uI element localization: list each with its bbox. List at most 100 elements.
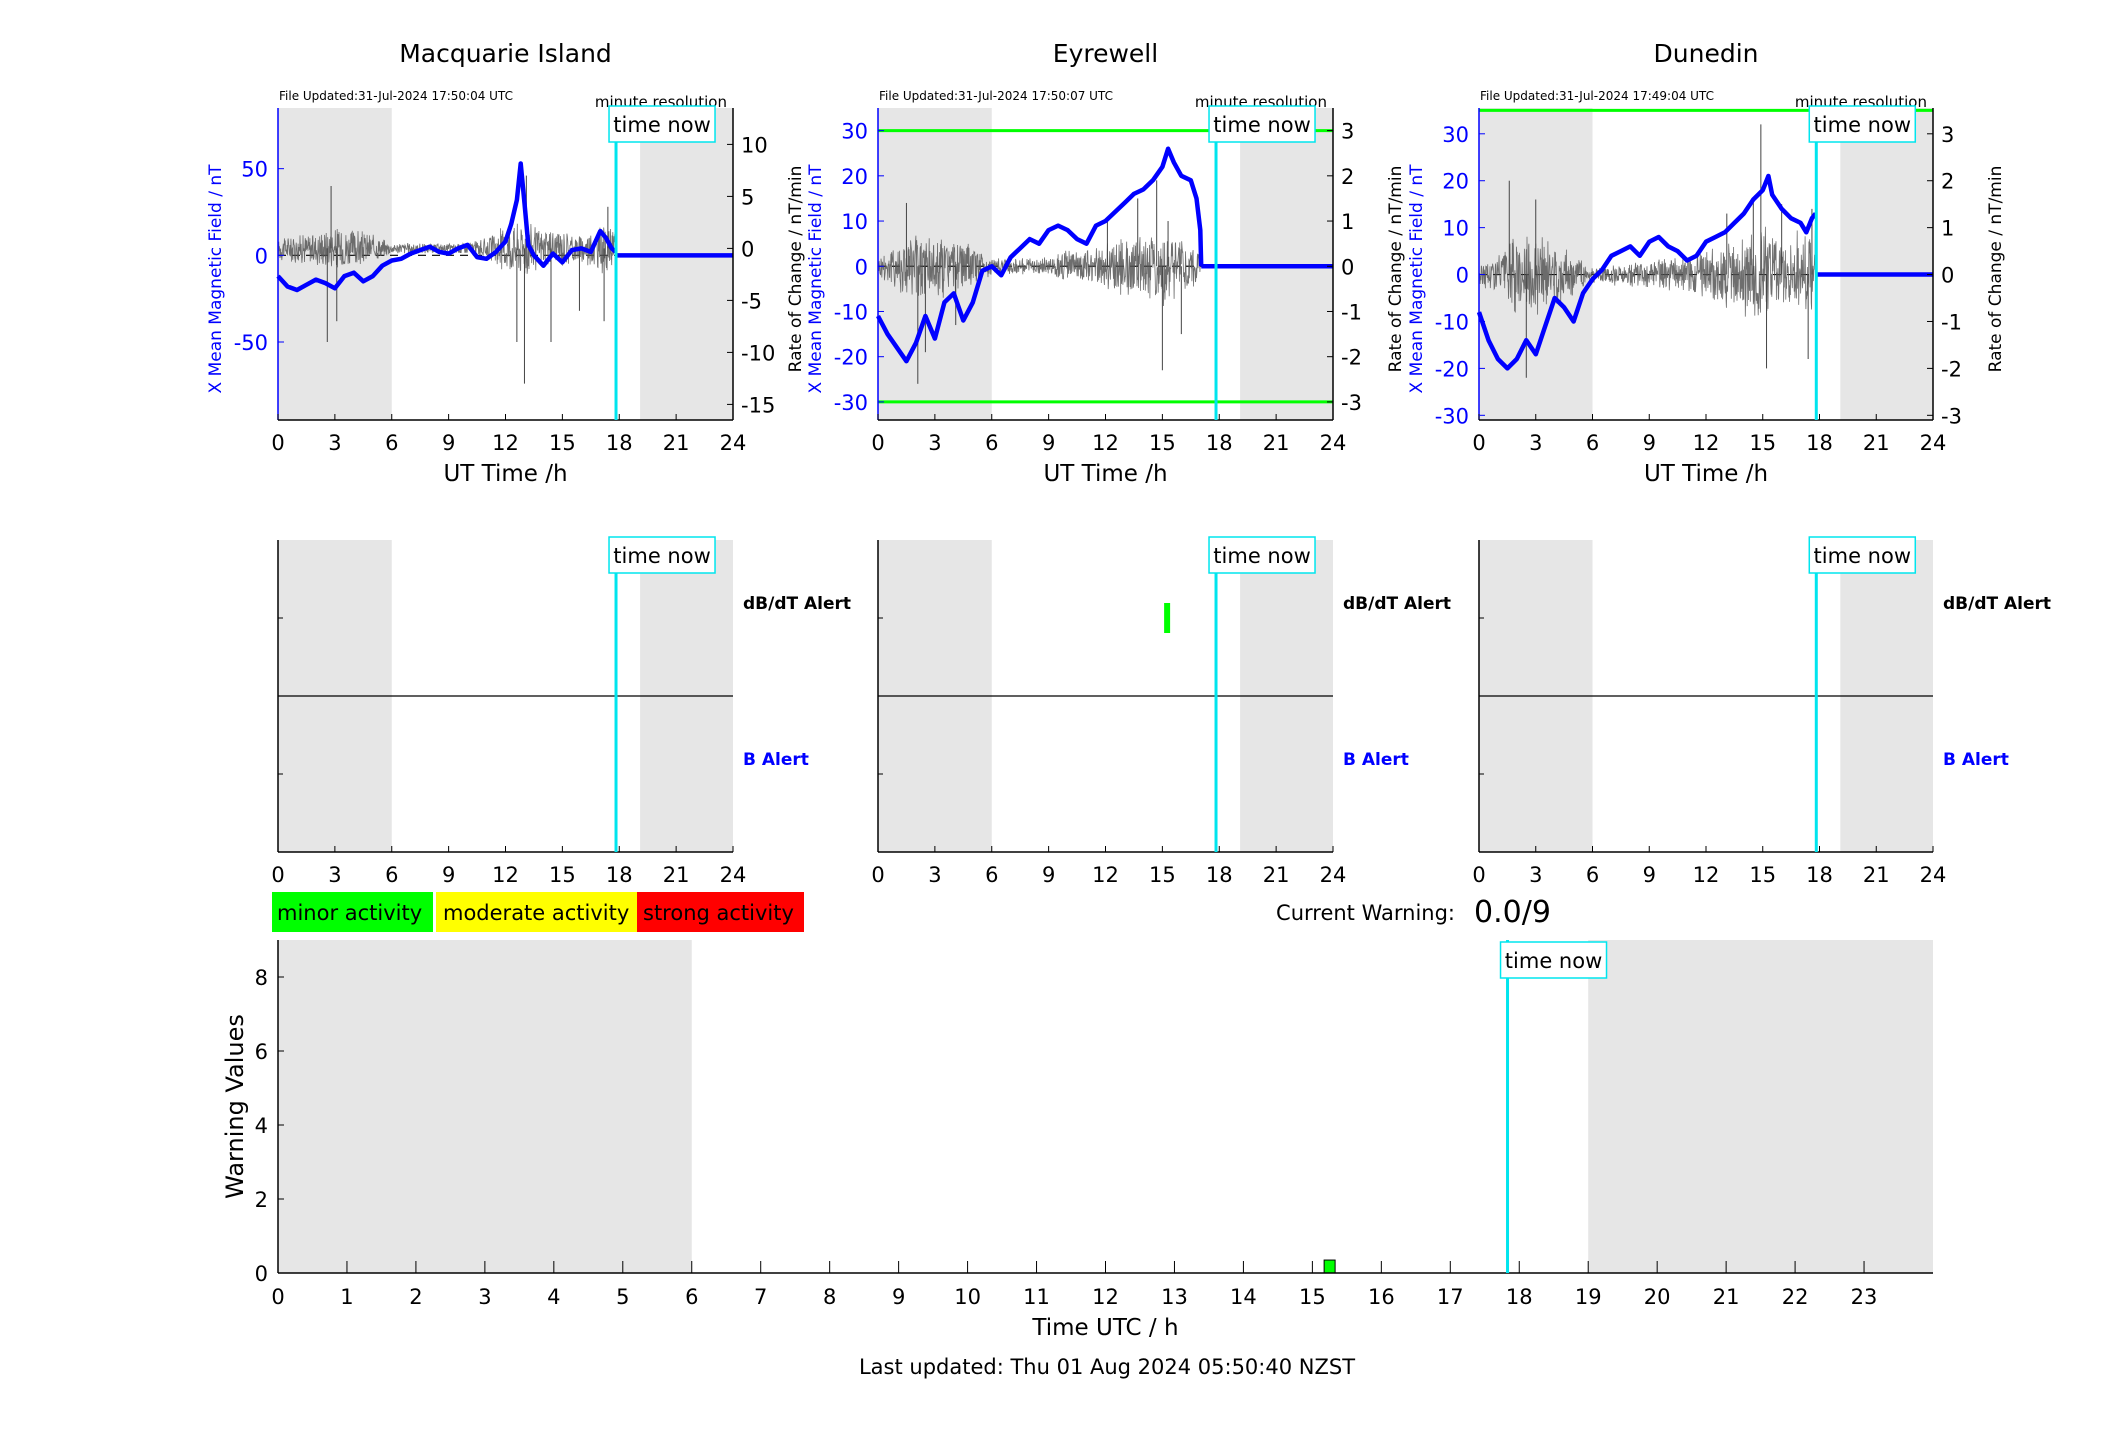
x-tick-label: 18 [1806, 863, 1833, 887]
y-left-tick-label: 10 [1442, 217, 1469, 241]
x-tick-label: 17 [1437, 1285, 1464, 1309]
x-tick-label: 6 [385, 431, 398, 455]
x-tick-label: 16 [1368, 1285, 1395, 1309]
x-tick-label: 0 [271, 1285, 284, 1309]
field-panel-3: Dunedin File Updated:31-Jul-2024 17:49:04… [1407, 39, 2006, 487]
x-tick-label: 10 [954, 1285, 981, 1309]
y-right-tick-label: 3 [1941, 123, 1954, 147]
y-right-tick-label: 2 [1941, 170, 1954, 194]
x-tick-label: 15 [549, 431, 576, 455]
x-tick-label: 18 [1206, 431, 1233, 455]
x-tick-label: 15 [1749, 863, 1776, 887]
x-tick-label: 5 [616, 1285, 629, 1309]
alert-time-now-box [608, 536, 716, 574]
x-tick-label: 0 [871, 863, 884, 887]
y-left-tick-label: -30 [1435, 404, 1469, 428]
y-left-tick-label: -50 [234, 331, 268, 355]
y-left-tick-label: 0 [1456, 264, 1469, 288]
x-tick-label: 12 [492, 431, 519, 455]
current-warning-label: Current Warning: [1276, 901, 1455, 925]
x-tick-label: 3 [928, 863, 941, 887]
field-time-now-box [608, 105, 716, 143]
x-tick-label: 21 [663, 431, 690, 455]
station-title: Eyrewell [1053, 39, 1158, 68]
x-tick-label: 22 [1782, 1285, 1809, 1309]
rate-of-change-line [1478, 226, 1817, 317]
x-tick-label: 21 [1263, 863, 1290, 887]
y-right-tick-label: -2 [1941, 357, 1962, 381]
x-tick-label: 21 [1863, 431, 1890, 455]
legend-minor-label: minor activity [277, 901, 422, 925]
night-shade [278, 940, 692, 1273]
x-tick-label: 3 [478, 1285, 491, 1309]
y-right-tick-label: 0 [1941, 264, 1954, 288]
y-tick-label: 0 [255, 1262, 268, 1286]
x-tick-label: 21 [1863, 863, 1890, 887]
x-tick-label: 0 [1472, 431, 1485, 455]
x-tick-label: 6 [985, 863, 998, 887]
x-axis-label: UT Time /h [1043, 461, 1167, 487]
y-right-tick-label: 0 [1341, 255, 1354, 279]
y-right-tick-label: -1 [1941, 310, 1962, 334]
x-tick-label: 21 [1713, 1285, 1740, 1309]
x-tick-label: 9 [1042, 431, 1055, 455]
y-right-tick-label: -10 [741, 341, 775, 365]
y-left-tick-label: 30 [841, 120, 868, 144]
y-right-tick-label: -3 [1941, 404, 1962, 428]
x-tick-label: 18 [1806, 431, 1833, 455]
legend-strong-label: strong activity [643, 901, 794, 925]
x-tick-label: 24 [1320, 863, 1347, 887]
x-tick-label: 4 [547, 1285, 560, 1309]
y-left-tick-label: 30 [1442, 123, 1469, 147]
x-tick-label: 12 [1693, 863, 1720, 887]
x-tick-label: 6 [1586, 431, 1599, 455]
x-tick-label: 18 [606, 431, 633, 455]
y-right-axis-label: Rate of Change / nT/min [1986, 166, 2006, 373]
y-left-tick-label: -10 [834, 300, 868, 324]
x-tick-label: 15 [1299, 1285, 1326, 1309]
warning-time-now-box [1499, 941, 1608, 979]
x-tick-label: 8 [823, 1285, 836, 1309]
x-tick-label: 14 [1230, 1285, 1257, 1309]
y-right-axis-label: Rate of Change / nT/min [786, 166, 806, 373]
dbdt-alert-mark [1164, 603, 1171, 633]
alert-time-now-box [1808, 536, 1917, 574]
station-title: Dunedin [1654, 39, 1759, 68]
b-alert-label: B Alert [743, 750, 809, 770]
field-time-now-box [1208, 105, 1316, 143]
y-right-tick-label: 1 [1941, 217, 1954, 241]
x-tick-label: 20 [1644, 1285, 1671, 1309]
y-right-tick-label: 2 [1341, 165, 1354, 189]
night-shade [640, 108, 733, 420]
y-left-tick-label: 0 [255, 244, 268, 268]
x-tick-label: 3 [1529, 863, 1542, 887]
x-tick-label: 12 [1092, 1285, 1119, 1309]
x-tick-label: 24 [1320, 431, 1347, 455]
rate-of-change-line [277, 223, 616, 274]
y-right-axis-label: Rate of Change / nT/min [1386, 166, 1406, 373]
x-tick-label: 9 [892, 1285, 905, 1309]
x-tick-label: 15 [1149, 863, 1176, 887]
x-tick-label: 6 [985, 431, 998, 455]
y-right-tick-label: -1 [1341, 300, 1362, 324]
file-updated: File Updated:31-Jul-2024 17:49:04 UTC [1480, 89, 1714, 103]
x-tick-label: 12 [492, 863, 519, 887]
x-tick-label: 9 [442, 431, 455, 455]
alert-panel-3: 0 3 6 9 12 15 18 21 24 dB/dT Alert B Alert time now [1472, 536, 2051, 887]
legend-moderate-label: moderate activity [443, 901, 629, 925]
x-tick-label: 24 [1920, 431, 1947, 455]
x-tick-label: 9 [442, 863, 455, 887]
y-axis-label: Warning Values [221, 1014, 249, 1199]
x-tick-label: 0 [871, 431, 884, 455]
y-left-tick-label: 10 [841, 210, 868, 234]
dbdt-alert-label: dB/dT Alert [743, 594, 851, 614]
y-left-tick-label: 20 [1442, 170, 1469, 194]
night-shade [278, 108, 392, 420]
x-tick-label: 24 [1920, 863, 1947, 887]
y-left-tick-label: -20 [1435, 357, 1469, 381]
x-tick-label: 18 [606, 863, 633, 887]
current-warning-value: 0.0/9 [1474, 895, 1551, 930]
file-updated: File Updated:31-Jul-2024 17:50:04 UTC [279, 89, 513, 103]
dbdt-alert-label: dB/dT Alert [1343, 594, 1451, 614]
file-updated: File Updated:31-Jul-2024 17:50:07 UTC [879, 89, 1113, 103]
